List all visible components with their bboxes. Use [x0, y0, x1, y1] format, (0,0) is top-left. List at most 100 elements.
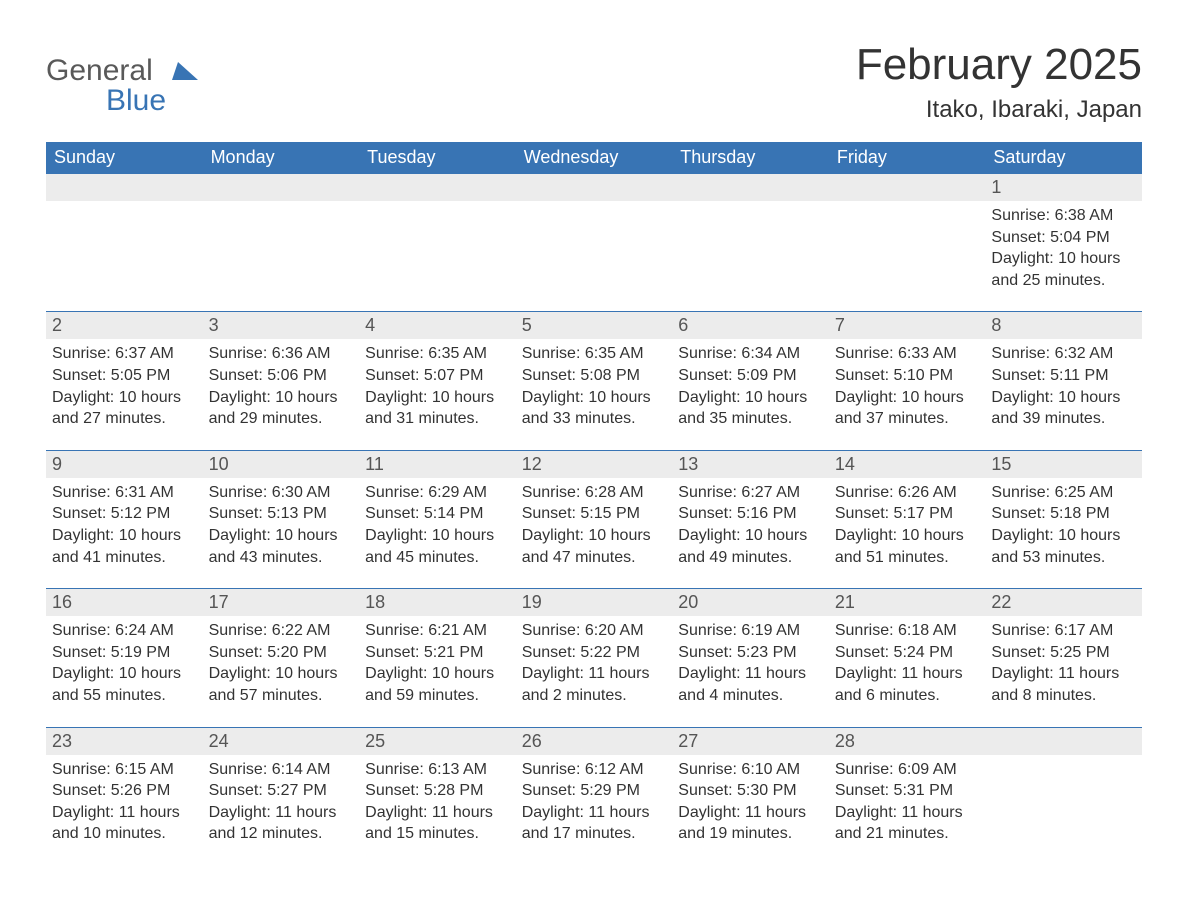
day-cell: Sunrise: 6:29 AMSunset: 5:14 PMDaylight:…	[359, 478, 516, 570]
sunset-text: Sunset: 5:06 PM	[209, 365, 354, 387]
day-number: 17	[203, 589, 360, 616]
day-cell: Sunrise: 6:20 AMSunset: 5:22 PMDaylight:…	[516, 616, 673, 708]
sunset-text: Sunset: 5:12 PM	[52, 503, 197, 525]
sunset-text: Sunset: 5:30 PM	[678, 780, 823, 802]
day-cell: Sunrise: 6:30 AMSunset: 5:13 PMDaylight:…	[203, 478, 360, 570]
day-cell	[985, 755, 1142, 847]
day-cell: Sunrise: 6:14 AMSunset: 5:27 PMDaylight:…	[203, 755, 360, 847]
day-number: 4	[359, 312, 516, 339]
weekday-header: Saturday	[985, 142, 1142, 174]
day-number: 16	[46, 589, 203, 616]
logo-word-general: General	[46, 54, 153, 87]
daylight-text: Daylight: 10 hours and 53 minutes.	[991, 525, 1136, 568]
day-number	[829, 174, 986, 201]
weekday-header: Sunday	[46, 142, 203, 174]
sunset-text: Sunset: 5:17 PM	[835, 503, 980, 525]
daylight-text: Daylight: 10 hours and 45 minutes.	[365, 525, 510, 568]
day-number: 8	[985, 312, 1142, 339]
day-number: 26	[516, 728, 673, 755]
sunrise-text: Sunrise: 6:29 AM	[365, 482, 510, 504]
weekday-header: Tuesday	[359, 142, 516, 174]
daylight-text: Daylight: 10 hours and 59 minutes.	[365, 663, 510, 706]
sunset-text: Sunset: 5:23 PM	[678, 642, 823, 664]
header: General Blue February 2025 Itako, Ibarak…	[46, 40, 1142, 124]
daylight-text: Daylight: 10 hours and 47 minutes.	[522, 525, 667, 568]
sunset-text: Sunset: 5:20 PM	[209, 642, 354, 664]
daylight-text: Daylight: 10 hours and 29 minutes.	[209, 387, 354, 430]
day-cell: Sunrise: 6:09 AMSunset: 5:31 PMDaylight:…	[829, 755, 986, 847]
daylight-text: Daylight: 10 hours and 39 minutes.	[991, 387, 1136, 430]
day-cell	[359, 201, 516, 293]
day-cell: Sunrise: 6:26 AMSunset: 5:17 PMDaylight:…	[829, 478, 986, 570]
day-number: 2	[46, 312, 203, 339]
day-cell: Sunrise: 6:25 AMSunset: 5:18 PMDaylight:…	[985, 478, 1142, 570]
sunrise-text: Sunrise: 6:28 AM	[522, 482, 667, 504]
sunrise-text: Sunrise: 6:31 AM	[52, 482, 197, 504]
day-number	[985, 728, 1142, 755]
day-number	[46, 174, 203, 201]
sunrise-text: Sunrise: 6:34 AM	[678, 343, 823, 365]
daylight-text: Daylight: 11 hours and 2 minutes.	[522, 663, 667, 706]
day-cell	[46, 201, 203, 293]
sunrise-text: Sunrise: 6:36 AM	[209, 343, 354, 365]
daylight-text: Daylight: 10 hours and 57 minutes.	[209, 663, 354, 706]
sunset-text: Sunset: 5:04 PM	[991, 227, 1136, 249]
sunset-text: Sunset: 5:09 PM	[678, 365, 823, 387]
day-number: 12	[516, 451, 673, 478]
daylight-text: Daylight: 10 hours and 55 minutes.	[52, 663, 197, 706]
day-number: 9	[46, 451, 203, 478]
day-number: 24	[203, 728, 360, 755]
day-number: 14	[829, 451, 986, 478]
daylight-text: Daylight: 11 hours and 21 minutes.	[835, 802, 980, 845]
sunset-text: Sunset: 5:08 PM	[522, 365, 667, 387]
sunrise-text: Sunrise: 6:20 AM	[522, 620, 667, 642]
day-cell: Sunrise: 6:13 AMSunset: 5:28 PMDaylight:…	[359, 755, 516, 847]
sunrise-text: Sunrise: 6:38 AM	[991, 205, 1136, 227]
day-cell: Sunrise: 6:19 AMSunset: 5:23 PMDaylight:…	[672, 616, 829, 708]
sunrise-text: Sunrise: 6:32 AM	[991, 343, 1136, 365]
day-cell: Sunrise: 6:31 AMSunset: 5:12 PMDaylight:…	[46, 478, 203, 570]
day-number: 19	[516, 589, 673, 616]
sunrise-text: Sunrise: 6:19 AM	[678, 620, 823, 642]
logo: General Blue	[46, 40, 202, 116]
daylight-text: Daylight: 10 hours and 37 minutes.	[835, 387, 980, 430]
sunrise-text: Sunrise: 6:10 AM	[678, 759, 823, 781]
day-cell: Sunrise: 6:21 AMSunset: 5:21 PMDaylight:…	[359, 616, 516, 708]
daylight-text: Daylight: 11 hours and 10 minutes.	[52, 802, 197, 845]
sunrise-text: Sunrise: 6:30 AM	[209, 482, 354, 504]
daylight-text: Daylight: 10 hours and 27 minutes.	[52, 387, 197, 430]
weekday-header: Wednesday	[516, 142, 673, 174]
day-cell: Sunrise: 6:38 AMSunset: 5:04 PMDaylight:…	[985, 201, 1142, 293]
sunset-text: Sunset: 5:14 PM	[365, 503, 510, 525]
day-cell: Sunrise: 6:32 AMSunset: 5:11 PMDaylight:…	[985, 339, 1142, 431]
day-cell: Sunrise: 6:28 AMSunset: 5:15 PMDaylight:…	[516, 478, 673, 570]
day-cell: Sunrise: 6:34 AMSunset: 5:09 PMDaylight:…	[672, 339, 829, 431]
sunrise-text: Sunrise: 6:27 AM	[678, 482, 823, 504]
day-cell: Sunrise: 6:17 AMSunset: 5:25 PMDaylight:…	[985, 616, 1142, 708]
sunrise-text: Sunrise: 6:09 AM	[835, 759, 980, 781]
day-number: 10	[203, 451, 360, 478]
sunrise-text: Sunrise: 6:14 AM	[209, 759, 354, 781]
day-cell	[672, 201, 829, 293]
day-cell	[829, 201, 986, 293]
sunset-text: Sunset: 5:11 PM	[991, 365, 1136, 387]
day-cell: Sunrise: 6:24 AMSunset: 5:19 PMDaylight:…	[46, 616, 203, 708]
sunset-text: Sunset: 5:21 PM	[365, 642, 510, 664]
day-number: 7	[829, 312, 986, 339]
logo-flag-icon	[172, 56, 202, 84]
daylight-text: Daylight: 11 hours and 15 minutes.	[365, 802, 510, 845]
weekday-header: Friday	[829, 142, 986, 174]
day-number: 23	[46, 728, 203, 755]
sunrise-text: Sunrise: 6:12 AM	[522, 759, 667, 781]
sunrise-text: Sunrise: 6:17 AM	[991, 620, 1136, 642]
sunrise-text: Sunrise: 6:13 AM	[365, 759, 510, 781]
sunrise-text: Sunrise: 6:26 AM	[835, 482, 980, 504]
logo-text-block: General Blue	[46, 56, 166, 116]
sunset-text: Sunset: 5:22 PM	[522, 642, 667, 664]
day-number: 28	[829, 728, 986, 755]
daylight-text: Daylight: 10 hours and 35 minutes.	[678, 387, 823, 430]
sunset-text: Sunset: 5:18 PM	[991, 503, 1136, 525]
sunrise-text: Sunrise: 6:24 AM	[52, 620, 197, 642]
daylight-text: Daylight: 10 hours and 31 minutes.	[365, 387, 510, 430]
sunset-text: Sunset: 5:28 PM	[365, 780, 510, 802]
